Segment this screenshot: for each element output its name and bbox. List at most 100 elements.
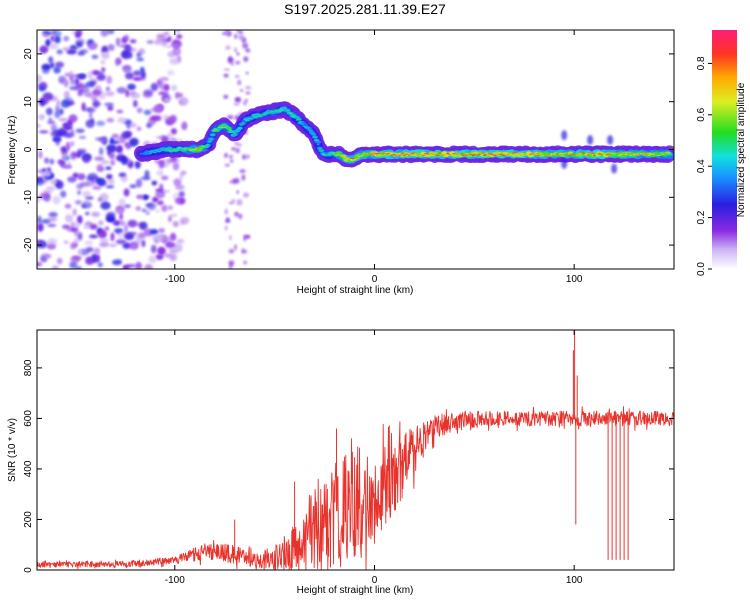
noise-blob [164, 253, 172, 258]
ridge-cell [522, 154, 526, 156]
noise-blob [101, 67, 106, 73]
noise-blob [150, 107, 159, 112]
ridge-cell [663, 153, 667, 155]
ridge-cell [222, 126, 226, 128]
noise-blob [107, 30, 115, 35]
noise-blob [174, 49, 181, 55]
ridge-cell [618, 154, 622, 156]
ridge-cell [161, 150, 165, 152]
noise-blob [107, 105, 114, 111]
noise-blob [68, 114, 78, 123]
noise-blob [235, 147, 240, 154]
ridge-cell [549, 154, 554, 156]
ridge-cell [430, 153, 434, 155]
noise-blob [158, 228, 166, 233]
noise-blob [63, 79, 69, 88]
noise-blob [54, 110, 61, 119]
ridge-cell [359, 155, 363, 157]
ridge-cell [629, 154, 633, 156]
noise-blob [112, 259, 122, 266]
noise-blob [245, 71, 249, 75]
ridge-cell [477, 153, 482, 155]
snr-frame [36, 329, 675, 571]
noise-blob [37, 177, 45, 186]
ridge-cell [177, 149, 181, 151]
ridge-cell [140, 153, 144, 155]
noise-blob [155, 209, 160, 213]
ridge-cell [209, 139, 213, 141]
ridge-cell [300, 123, 304, 125]
ridge-cell [206, 143, 210, 145]
ridge-cell [511, 153, 515, 155]
noise-blob [79, 73, 86, 79]
noise-blob [77, 51, 86, 56]
ridge-cell [155, 149, 159, 151]
noise-blob [101, 51, 110, 60]
ridge-cell [330, 153, 335, 155]
noise-blob [89, 234, 98, 239]
noise-blob [48, 56, 54, 64]
noise-blob [107, 178, 115, 185]
ridge-cell [318, 148, 322, 150]
ridge-cell [527, 155, 531, 156]
noise-blob [242, 42, 246, 49]
ridge-cell [596, 152, 600, 154]
noise-blob [135, 206, 141, 211]
noise-blob [225, 45, 231, 50]
noise-blob [152, 196, 159, 203]
spectrogram-x-ticks: -100 0 100 [165, 30, 583, 285]
noise-blob [39, 192, 51, 200]
noise-blob [160, 38, 168, 47]
ridge-cell [364, 154, 368, 156]
noise-blob [243, 260, 248, 265]
noise-blob [163, 84, 170, 92]
noise-blob [87, 71, 93, 79]
ridge-cell [251, 115, 255, 117]
noise-blob [100, 30, 109, 37]
ridge-cell [481, 152, 485, 154]
spec-y-tick-label: 20 [23, 48, 34, 60]
ridge-cell [567, 153, 571, 155]
noise-blob [223, 73, 229, 78]
noise-blob [106, 86, 110, 92]
noise-blob [144, 264, 153, 269]
noise-blob [116, 87, 127, 94]
ridge-cell [634, 155, 638, 157]
noise-blob [52, 136, 62, 143]
ridge-cell [327, 153, 331, 155]
ridge-cell [207, 141, 212, 142]
spec-y-tick-label: 0 [23, 146, 34, 152]
noise-blob [73, 228, 79, 237]
noise-blob [241, 248, 245, 254]
ridge-cell [219, 125, 223, 127]
noise-blob [245, 91, 251, 95]
figure-title: S197.2025.281.11.39.E27 [284, 1, 446, 17]
ridge-cell [660, 152, 664, 154]
ridge-cell [407, 155, 411, 157]
ridge-cell [252, 117, 256, 119]
noise-blob [179, 172, 184, 181]
ridge-cell [322, 154, 327, 156]
noise-blob [109, 152, 116, 160]
ridge-cell [203, 146, 207, 148]
noise-blob [161, 204, 168, 212]
ridge-cell [302, 125, 306, 127]
noise-blob [85, 211, 90, 216]
noise-blob [176, 34, 183, 39]
snr-y-tick-label: 200 [23, 511, 34, 528]
noise-blob [85, 119, 95, 128]
ridge-cell [225, 127, 229, 129]
ridge-cell [198, 149, 202, 151]
noise-blob [234, 142, 239, 146]
ridge-cell [235, 131, 239, 133]
noise-blob [176, 30, 180, 33]
noise-blob [129, 137, 139, 147]
ridge-spur [607, 134, 614, 145]
noise-blob [224, 225, 228, 231]
noise-blob [70, 141, 75, 147]
ridge-cell [182, 148, 186, 150]
noise-blob [56, 49, 63, 55]
noise-blob [229, 155, 233, 159]
noise-blob [113, 221, 121, 226]
